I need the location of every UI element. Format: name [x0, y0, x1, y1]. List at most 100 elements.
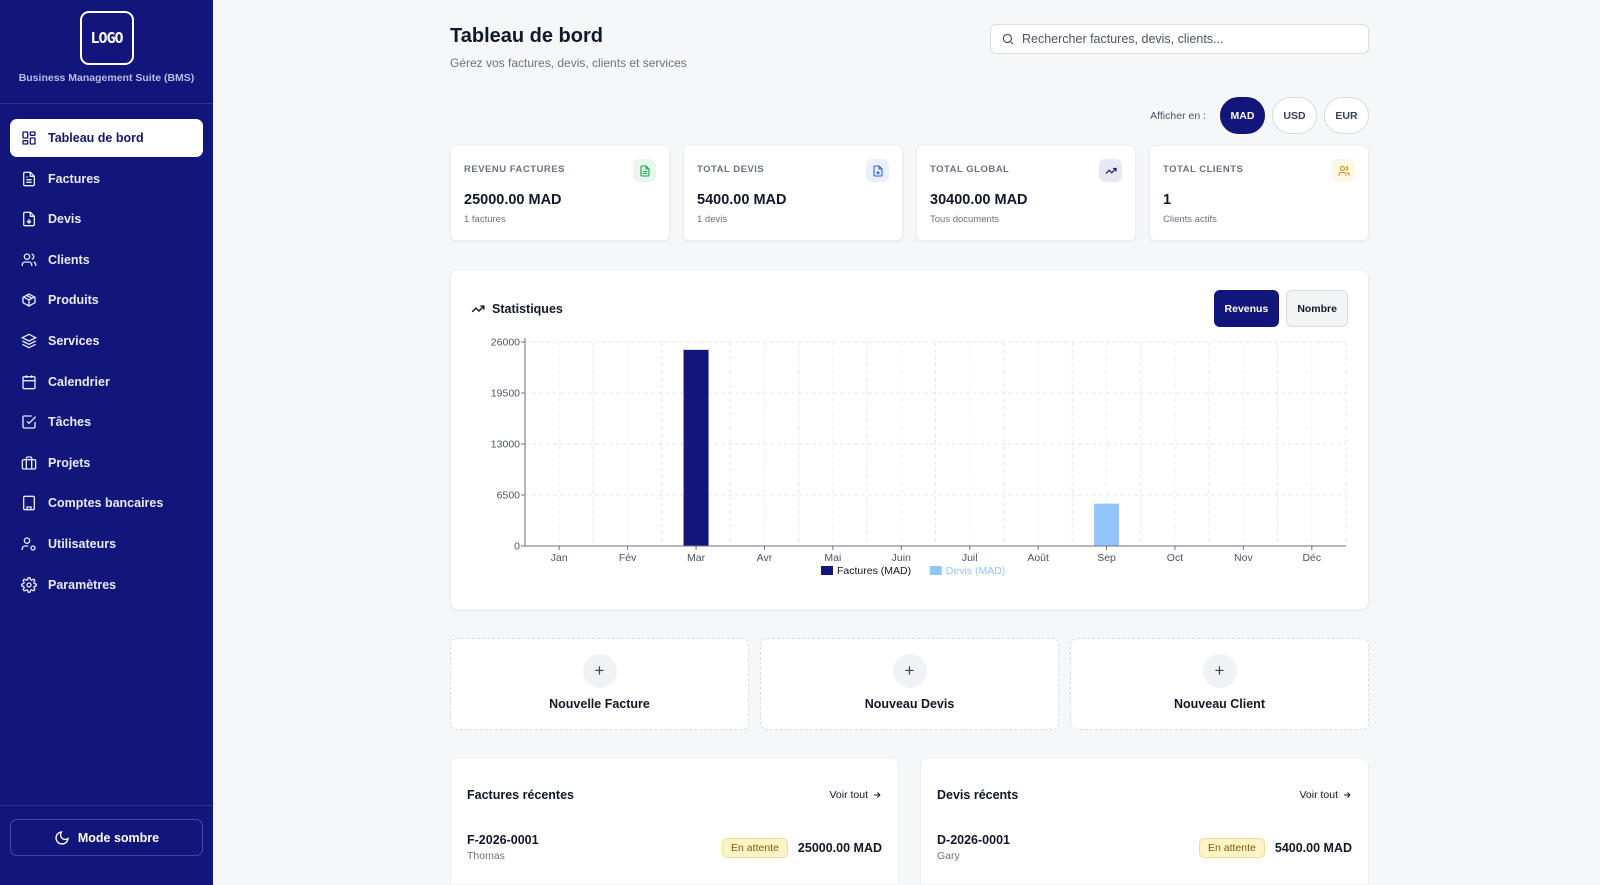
sidebar-item-services[interactable]: Services [10, 322, 203, 360]
users-icon [21, 252, 37, 268]
new-quote-button[interactable]: + Nouveau Devis [760, 638, 1059, 730]
stat-card-quotes: TOTAL DEVIS 5400.00 MAD 1 devis [683, 145, 903, 241]
search-input[interactable] [1022, 32, 1352, 46]
x-tick-label: Juin [892, 552, 911, 564]
recent-invoices-title: Factures récentes [467, 788, 575, 802]
new-invoice-button[interactable]: + Nouvelle Facture [450, 638, 749, 730]
x-tick-label: Sep [1097, 552, 1116, 564]
statistics-title: Statistiques [471, 302, 563, 316]
document-icon [633, 159, 656, 182]
sidebar-item-label: Tableau de bord [48, 131, 144, 145]
quote-icon [21, 211, 37, 227]
briefcase-icon [21, 455, 37, 471]
sidebar-item-label: Produits [48, 293, 99, 308]
toggle-revenue-button[interactable]: Revenus [1213, 290, 1280, 327]
recent-quotes-header: Devis récents Voir tout [937, 788, 1352, 802]
recent-quotes-card: Devis récents Voir tout D-2026-0001 Gary… [920, 757, 1369, 885]
plus-icon: + [1202, 654, 1237, 688]
status-badge: En attente [1199, 837, 1265, 858]
stat-label: REVENU FACTURES [464, 164, 565, 175]
y-tick-label: 13000 [491, 439, 520, 451]
trending-up-icon [1099, 159, 1122, 182]
sidebar-item-tasks[interactable]: Tâches [10, 403, 203, 441]
invoice-row-info: F-2026-0001 Thomas [467, 833, 539, 862]
sidebar-item-label: Projets [48, 455, 91, 470]
x-tick-label: Avr [757, 552, 773, 564]
search-bar[interactable] [990, 24, 1369, 54]
sidebar-item-calendar[interactable]: Calendrier [10, 363, 203, 401]
sidebar-item-projects[interactable]: Projets [10, 444, 203, 482]
sidebar-item-label: Devis [48, 212, 82, 227]
sidebar-item-dashboard[interactable]: Tableau de bord [10, 119, 203, 157]
quote-row[interactable]: D-2026-0001 Gary En attente 5400.00 MAD [937, 833, 1352, 862]
currency-eur-button[interactable]: EUR [1324, 97, 1369, 134]
sidebar-item-label: Tâches [48, 415, 92, 430]
recent-invoices-header: Factures récentes Voir tout [467, 788, 882, 802]
dashboard-icon [21, 130, 37, 146]
quote-icon [866, 159, 889, 182]
sidebar-item-quotes[interactable]: Devis [10, 200, 203, 238]
stat-value: 5400.00 MAD [697, 192, 787, 208]
logo[interactable]: LOGO [79, 11, 134, 65]
sidebar-item-clients[interactable]: Clients [10, 241, 203, 279]
new-client-button[interactable]: + Nouveau Client [1070, 638, 1369, 730]
legend-label: Devis (MAD) [946, 565, 1006, 577]
sidebar-item-label: Factures [48, 171, 101, 186]
statistics-title-text: Statistiques [492, 302, 563, 316]
sidebar-item-users[interactable]: Utilisateurs [10, 525, 203, 563]
stat-label: TOTAL DEVIS [697, 164, 765, 175]
invoice-row-meta: En attente 25000.00 MAD [722, 837, 882, 858]
sidebar-item-settings[interactable]: Paramètres [10, 566, 203, 604]
sidebar-nav: Tableau de bord Factures Devis Clients P… [0, 104, 213, 604]
sidebar-item-products[interactable]: Produits [10, 281, 203, 319]
statistics-toggle: Revenus Nombre [1207, 290, 1348, 327]
legend-label: Factures (MAD) [837, 565, 911, 577]
stat-card-clients: TOTAL CLIENTS 1 Clients actifs [1149, 145, 1369, 241]
arrow-right-icon [1344, 792, 1351, 798]
sidebar-item-bank-accounts[interactable]: Comptes bancaires [10, 484, 203, 522]
stat-card-global: TOTAL GLOBAL 30400.00 MAD Tous documents [916, 145, 1136, 241]
see-all-label: Voir tout [1299, 789, 1338, 801]
invoice-client: Thomas [467, 850, 505, 862]
user-settings-icon [21, 536, 37, 552]
legend-swatch [929, 566, 942, 575]
quote-client: Gary [937, 850, 960, 862]
arrow-right-icon [874, 792, 881, 798]
currency-label: Afficher en : [1150, 109, 1206, 122]
dark-mode-button[interactable]: Mode sombre [10, 819, 203, 856]
x-tick-label: Oct [1167, 552, 1183, 564]
y-tick-label: 0 [514, 541, 520, 553]
quote-row-meta: En attente 5400.00 MAD [1199, 837, 1352, 858]
trending-up-icon [471, 305, 485, 313]
sidebar: LOGO Business Management Suite (BMS) Tab… [0, 0, 213, 885]
bar-factures-mar [683, 349, 709, 546]
stat-sub: Tous documents [930, 214, 1000, 225]
legend-swatch [821, 566, 833, 575]
gear-icon [21, 576, 37, 593]
currency-mad-button[interactable]: MAD [1220, 97, 1265, 134]
see-all-invoices-link[interactable]: Voir tout [829, 789, 882, 801]
stat-card-revenue: REVENU FACTURES 25000.00 MAD 1 factures [450, 145, 670, 241]
sidebar-item-label: Calendrier [48, 374, 110, 389]
sidebar-item-label: Comptes bancaires [48, 496, 164, 511]
x-tick-label: Août [1027, 552, 1049, 564]
bank-icon [21, 495, 37, 511]
action-label: Nouvelle Facture [549, 697, 650, 711]
revenue-bar-chart: 0 6500 13000 19500 26000 Jan Fév Mar Avr Mai Juin J… [491, 337, 1347, 577]
see-all-quotes-link[interactable]: Voir tout [1299, 789, 1352, 801]
currency-usd-button[interactable]: USD [1272, 97, 1317, 134]
plus-icon: + [582, 654, 617, 688]
invoice-row[interactable]: F-2026-0001 Thomas En attente 25000.00 M… [467, 833, 882, 862]
x-tick-label: Jan [551, 552, 568, 564]
toggle-count-button[interactable]: Nombre [1286, 290, 1348, 327]
moon-icon [55, 830, 69, 845]
sidebar-item-label: Clients [48, 252, 90, 267]
package-icon [21, 292, 37, 308]
brand: LOGO Business Management Suite (BMS) [0, 0, 213, 104]
stat-value: 25000.00 MAD [464, 192, 562, 208]
quick-actions: + Nouvelle Facture + Nouveau Devis + Nou… [450, 638, 1369, 730]
layers-icon [21, 333, 37, 349]
checkbox-icon [21, 414, 37, 430]
recent-invoices-card: Factures récentes Voir tout F-2026-0001 … [450, 757, 899, 885]
sidebar-item-invoices[interactable]: Factures [10, 160, 203, 198]
